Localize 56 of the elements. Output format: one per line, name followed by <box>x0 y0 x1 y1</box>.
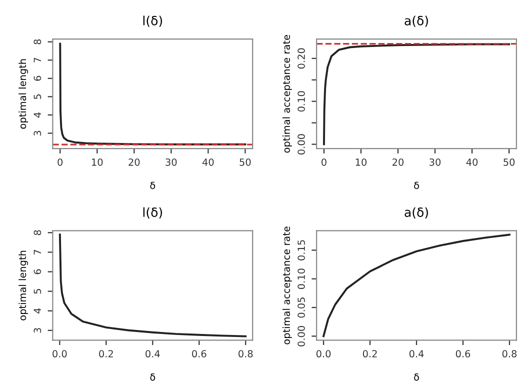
y-tick-label: 6 <box>34 269 42 274</box>
x-tick-label: 20 <box>392 158 404 166</box>
x-axis-title: δ <box>150 373 156 381</box>
x-axis-title: δ <box>414 182 419 190</box>
y-axis-title: optimal acceptance rate <box>282 34 292 153</box>
x-tick-label: 30 <box>166 158 177 166</box>
x-tick-label: 40 <box>202 158 214 166</box>
x-tick-label: 10 <box>92 158 103 166</box>
y-tick-label: 4 <box>34 308 41 314</box>
chart-title: l(δ) <box>143 16 162 27</box>
line-series <box>322 234 510 338</box>
y-axis-title: optimal acceptance rate <box>282 226 292 344</box>
chart-title: l(δ) <box>143 207 162 218</box>
y-tick-label: 0.10 <box>298 268 305 290</box>
y-tick-label: 0.05 <box>298 298 305 318</box>
y-tick-label: 0.10 <box>298 91 305 112</box>
x-tick-label: 0.8 <box>238 350 253 358</box>
x-tick-label: 0.6 <box>456 350 470 358</box>
x-tick-label: 0.4 <box>146 350 160 358</box>
chart-title: a(δ) <box>404 207 428 218</box>
x-tick-label: 10 <box>356 158 367 166</box>
y-tick-label: 8 <box>34 39 42 44</box>
y-tick-label: 7 <box>34 58 41 62</box>
y-tick-label: 8 <box>34 230 42 236</box>
x-tick-label: 0.4 <box>409 350 424 358</box>
x-tick-label: 0.0 <box>316 350 331 358</box>
x-tick-label: 0.8 <box>502 350 517 358</box>
x-tick-label: 30 <box>430 158 441 166</box>
y-tick-label: 0.15 <box>298 240 305 260</box>
y-tick-label: 7 <box>34 250 41 254</box>
y-tick-label: 3 <box>34 328 42 333</box>
y-tick-label: 5 <box>34 94 42 100</box>
y-tick-label: 0.00 <box>298 134 305 154</box>
line-series <box>322 43 510 146</box>
x-tick-label: 0 <box>322 158 326 166</box>
y-tick-label: 6 <box>34 76 42 81</box>
x-tick-label: 50 <box>240 158 251 166</box>
x-tick-label: 0.0 <box>52 350 67 358</box>
x-tick-label: 0.6 <box>192 350 206 358</box>
y-axis-title: optimal length <box>18 59 28 129</box>
y-tick-label: 4 <box>34 112 41 118</box>
chart-title: a(δ) <box>404 16 428 27</box>
x-tick-label: 20 <box>128 158 140 166</box>
y-tick-label: 0.20 <box>298 48 305 69</box>
y-tick-label: 0.00 <box>298 326 305 346</box>
y-axis-title: optimal length <box>18 250 28 320</box>
line-series <box>58 234 247 338</box>
x-axis-title: δ <box>150 182 156 190</box>
x-tick-label: 50 <box>504 158 515 166</box>
y-tick-label: 5 <box>34 289 42 294</box>
x-tick-label: 0 <box>58 158 63 166</box>
x-tick-label: 0.2 <box>362 350 377 358</box>
x-axis-title: δ <box>414 373 419 381</box>
y-tick-label: 3 <box>34 130 42 136</box>
x-tick-label: 0.2 <box>99 350 113 358</box>
x-tick-label: 40 <box>466 158 478 166</box>
